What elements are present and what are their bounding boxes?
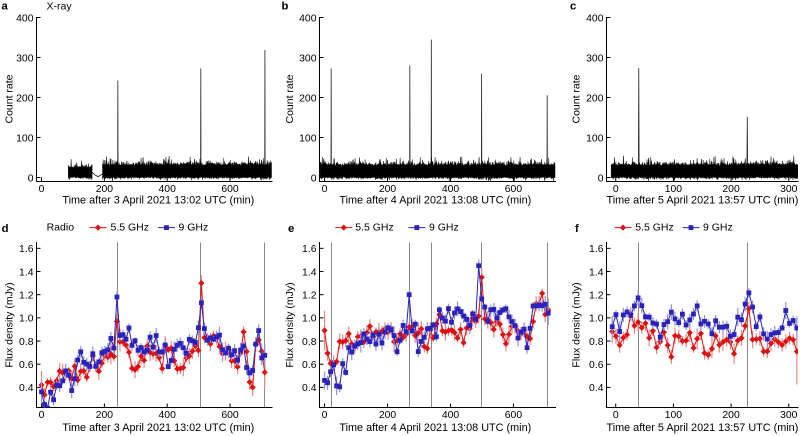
svg-text:400: 400 [159, 184, 177, 195]
svg-text:1.4: 1.4 [589, 267, 604, 278]
svg-text:300: 300 [586, 53, 604, 64]
svg-text:600: 600 [505, 184, 523, 195]
svg-text:0.8: 0.8 [589, 337, 604, 348]
svg-text:0.8: 0.8 [19, 337, 34, 348]
svg-text:400: 400 [159, 410, 177, 421]
svg-text:0: 0 [311, 173, 317, 184]
svg-text:400: 400 [442, 184, 460, 195]
svg-text:300: 300 [780, 410, 798, 421]
svg-text:9 GHz: 9 GHz [703, 221, 733, 233]
svg-text:Time after 4 April 2021 13:08: Time after 4 April 2021 13:08 UTC (min) [339, 195, 531, 207]
svg-text:1.0: 1.0 [19, 314, 34, 325]
svg-text:300: 300 [16, 53, 34, 64]
svg-text:Count rate: Count rate [3, 74, 15, 123]
svg-text:1.6: 1.6 [589, 244, 604, 255]
svg-text:200: 200 [586, 93, 604, 104]
svg-text:200: 200 [299, 93, 317, 104]
svg-text:1.6: 1.6 [302, 244, 317, 255]
svg-text:Count rate: Count rate [284, 74, 296, 123]
svg-text:300: 300 [780, 184, 798, 195]
svg-text:400: 400 [586, 13, 604, 24]
svg-text:200: 200 [16, 93, 34, 104]
svg-text:5.5 GHz: 5.5 GHz [355, 221, 394, 233]
svg-text:0.6: 0.6 [19, 360, 34, 371]
svg-text:200: 200 [96, 184, 114, 195]
svg-text:600: 600 [505, 410, 523, 421]
svg-text:f: f [575, 223, 579, 235]
svg-text:0: 0 [613, 184, 619, 195]
svg-text:0.6: 0.6 [302, 360, 317, 371]
svg-text:200: 200 [722, 410, 740, 421]
svg-text:5.5 GHz: 5.5 GHz [111, 221, 150, 233]
svg-text:200: 200 [379, 184, 397, 195]
svg-text:1.0: 1.0 [302, 314, 317, 325]
svg-text:Radio: Radio [47, 221, 75, 233]
svg-text:1.6: 1.6 [19, 244, 34, 255]
svg-text:0.6: 0.6 [589, 360, 604, 371]
svg-text:200: 200 [96, 410, 114, 421]
svg-text:1.4: 1.4 [19, 267, 34, 278]
svg-text:5.5 GHz: 5.5 GHz [635, 221, 674, 233]
svg-text:1.4: 1.4 [302, 267, 317, 278]
svg-text:Flux density (mJy): Flux density (mJy) [3, 282, 15, 367]
svg-text:100: 100 [586, 133, 604, 144]
svg-text:9 GHz: 9 GHz [179, 221, 209, 233]
svg-text:X-ray: X-ray [47, 1, 73, 13]
svg-text:a: a [2, 0, 9, 12]
svg-text:100: 100 [299, 133, 317, 144]
svg-text:c: c [570, 0, 576, 12]
svg-text:Time after 3 April 2021 13:02: Time after 3 April 2021 13:02 UTC (min) [62, 422, 254, 434]
svg-text:0: 0 [322, 184, 328, 195]
svg-text:9 GHz: 9 GHz [429, 221, 459, 233]
svg-text:Time after 3 April 2021 13:02: Time after 3 April 2021 13:02 UTC (min) [62, 195, 254, 207]
svg-text:0.4: 0.4 [589, 383, 604, 394]
svg-text:300: 300 [299, 53, 317, 64]
svg-text:0: 0 [613, 410, 619, 421]
svg-text:1.2: 1.2 [302, 290, 317, 301]
svg-text:0.8: 0.8 [302, 337, 317, 348]
svg-text:100: 100 [665, 184, 683, 195]
svg-text:600: 600 [221, 410, 239, 421]
svg-text:Flux density (mJy): Flux density (mJy) [571, 282, 583, 367]
svg-text:1.0: 1.0 [589, 314, 604, 325]
svg-text:100: 100 [16, 133, 34, 144]
svg-text:e: e [288, 223, 294, 235]
svg-text:b: b [282, 0, 289, 12]
svg-text:1.2: 1.2 [19, 290, 34, 301]
svg-text:400: 400 [299, 13, 317, 24]
svg-text:Count rate: Count rate [571, 74, 583, 123]
svg-text:1.2: 1.2 [589, 290, 604, 301]
svg-text:0: 0 [28, 173, 34, 184]
svg-text:0: 0 [39, 184, 45, 195]
svg-text:400: 400 [442, 410, 460, 421]
svg-text:200: 200 [722, 184, 740, 195]
svg-text:0.4: 0.4 [19, 383, 34, 394]
svg-text:0: 0 [322, 410, 328, 421]
svg-text:0: 0 [598, 173, 604, 184]
svg-text:Time after 4 April 2021 13:08: Time after 4 April 2021 13:08 UTC (min) [339, 422, 531, 434]
svg-text:d: d [2, 223, 9, 235]
svg-text:Flux density (mJy): Flux density (mJy) [284, 282, 296, 367]
svg-text:Time after 5 April 2021 13:57: Time after 5 April 2021 13:57 UTC (min) [606, 422, 798, 434]
svg-text:0.4: 0.4 [302, 383, 317, 394]
svg-text:0: 0 [39, 410, 45, 421]
svg-text:600: 600 [221, 184, 239, 195]
svg-text:400: 400 [16, 13, 34, 24]
svg-text:200: 200 [379, 410, 397, 421]
svg-text:Time after 5 April 2021 13:57: Time after 5 April 2021 13:57 UTC (min) [606, 195, 798, 207]
svg-text:100: 100 [665, 410, 683, 421]
